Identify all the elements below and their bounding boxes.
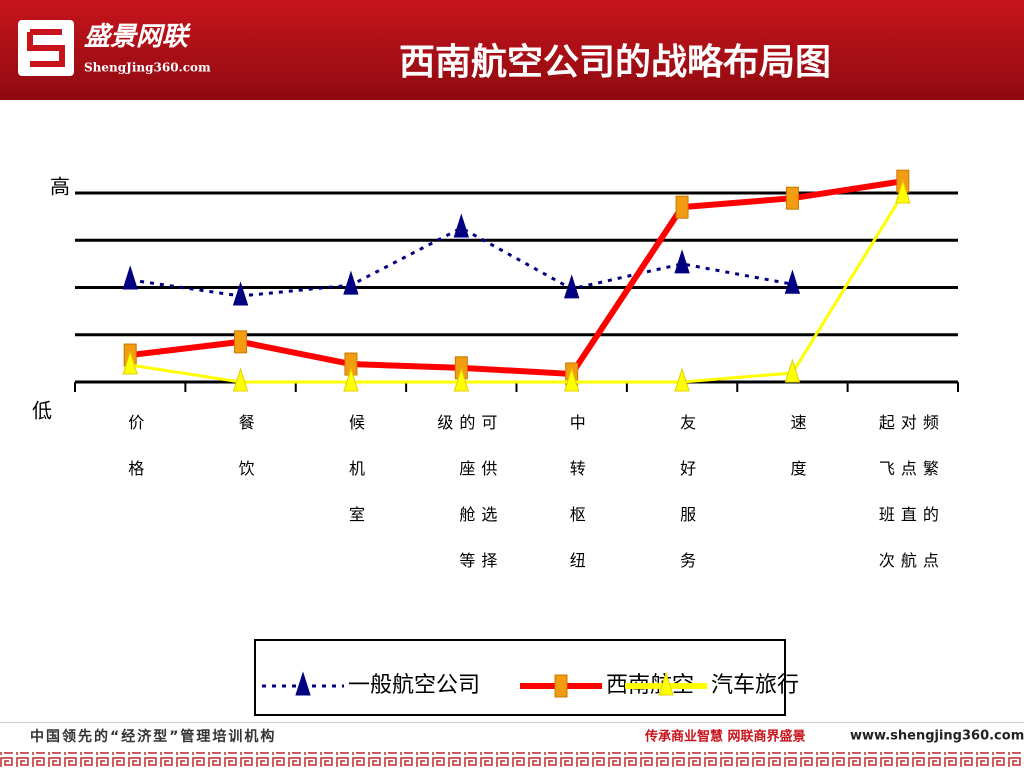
data-point xyxy=(674,249,690,274)
data-point xyxy=(122,265,138,290)
footer-left: 中国领先的“经济型”管理培训机构 xyxy=(30,728,276,745)
data-point xyxy=(784,358,801,383)
x-tick-label: 价格 xyxy=(125,414,145,506)
x-tick-label: 中转枢纽 xyxy=(566,414,586,598)
x-tick-label: 友好服务 xyxy=(677,414,697,598)
data-point xyxy=(234,330,248,354)
data-point xyxy=(895,179,911,204)
x-tick-label: 候机室 xyxy=(345,414,365,552)
x-tick-label: 频繁的点对点直航起飞班次 xyxy=(875,414,939,598)
series-line xyxy=(129,226,793,298)
y-high-label: 高 xyxy=(50,175,70,199)
data-point xyxy=(232,367,249,392)
footer-pattern xyxy=(0,752,1024,768)
data-point xyxy=(453,367,469,392)
x-tick-label: 餐饮 xyxy=(235,414,255,506)
footer-url: www.shengjing360.com xyxy=(850,729,1024,744)
data-point xyxy=(675,195,689,219)
legend-marker xyxy=(295,671,311,696)
data-point xyxy=(122,350,138,375)
data-point xyxy=(785,186,799,210)
legend-label: 汽车旅行 xyxy=(711,673,799,698)
data-point xyxy=(564,367,580,392)
logo-icon xyxy=(27,29,65,67)
data-point xyxy=(232,281,249,306)
header-band xyxy=(0,0,1024,100)
legend-label: 一般航空公司 xyxy=(348,673,480,698)
data-point xyxy=(343,270,359,295)
series-line xyxy=(129,178,904,378)
series-line xyxy=(129,193,905,384)
legend-box xyxy=(254,639,786,716)
x-tick-label: 速度 xyxy=(787,414,807,506)
legend-marker xyxy=(658,671,674,696)
slide-title: 西南航空公司的战略布局图 xyxy=(399,41,831,83)
logo-name: 盛景网联 xyxy=(84,22,192,52)
x-tick-label: 可供选择的座舱等级 xyxy=(434,414,498,598)
data-point xyxy=(453,213,469,238)
logo-site: ShengJing360.com xyxy=(84,61,211,75)
data-point xyxy=(674,367,690,392)
data-point xyxy=(784,269,801,294)
legend-marker xyxy=(554,674,568,698)
data-point xyxy=(343,367,359,392)
footer-slogan: 传承商业智慧 网联商界盛景 xyxy=(644,729,806,745)
y-low-label: 低 xyxy=(32,399,52,423)
footer-rule xyxy=(0,722,1024,723)
data-point xyxy=(564,274,580,299)
